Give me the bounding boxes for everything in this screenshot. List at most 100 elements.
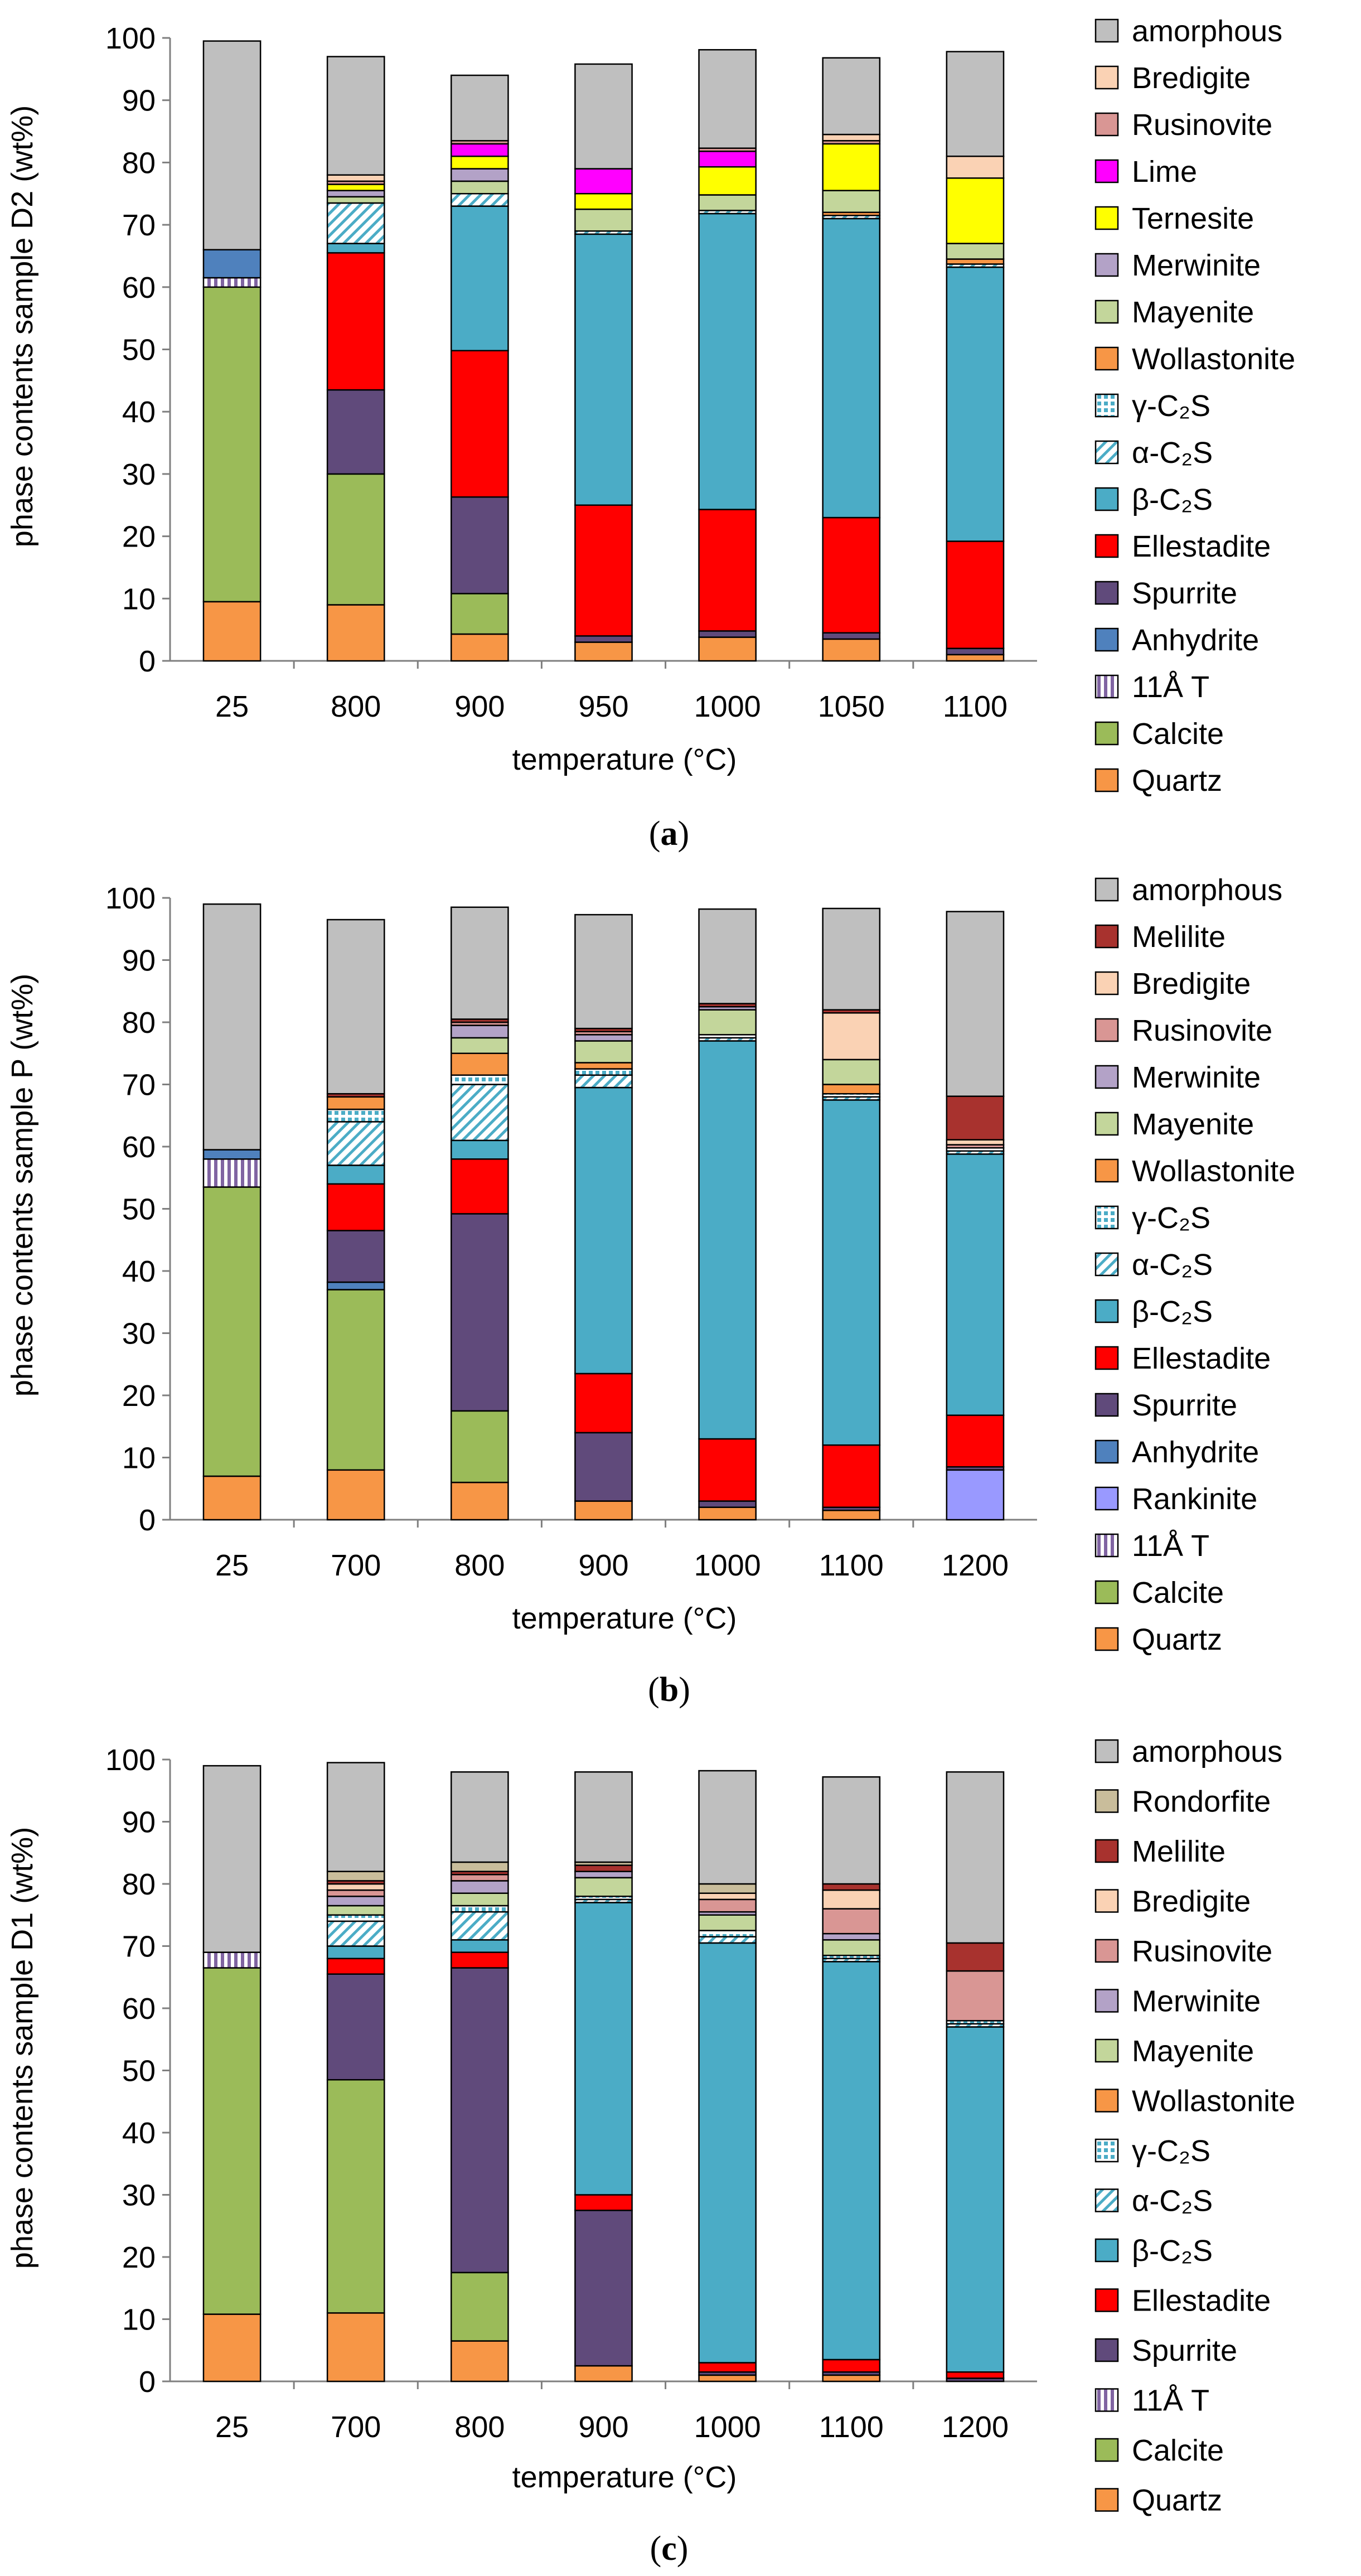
bar-segment-quartz-25 [202,1475,261,1521]
legend-swatch [1094,253,1119,277]
bar-segment-spurrite-800 [326,389,385,475]
x-axis-label: temperature (°C) [512,1602,737,1635]
y-tick-label: 80 [122,146,156,180]
x-tick-label: 1100 [943,690,1008,723]
x-tick-label: 800 [454,2410,505,2444]
legend-label: amorphous [1132,873,1282,907]
legend-label: Mayenite [1132,1108,1254,1141]
bar-segment-merwinite-800 [451,1880,509,1894]
bar-segment-spurrite-1050 [822,632,881,640]
legend-label: α-C₂S [1132,2184,1213,2218]
bar-segment--c-s-1100 [822,1961,881,2361]
legend-swatch [1094,65,1119,90]
x-tick-label: 1000 [694,690,761,723]
legend-label: β-C₂S [1132,2234,1213,2268]
legend-label: Mayenite [1132,296,1254,329]
legend-swatch [1094,1580,1119,1604]
bar-segment-merwinite-700 [326,1896,385,1907]
bar-segment-quartz-950 [574,641,633,662]
bar-segment--c-s-700 [326,1914,385,1922]
x-tick-label: 1050 [818,690,885,723]
y-tick-label: 40 [122,2116,156,2150]
y-axis-label: phase contents sample D1 (wt%) [6,1827,39,2269]
bar-segment-calcite-900 [451,593,509,635]
bar-segment-amorphous-700 [326,919,385,1095]
chart-panel-a: phase contents sample D2 (wt%) temperatu… [6,15,1295,853]
legend-label: Ternesite [1132,202,1254,235]
bar-segment-merwinite-900 [574,1034,633,1042]
y-tick-label: 50 [122,334,156,367]
bar-segment-ellestadite-1000 [698,509,757,632]
bar-segment-amorphous-900 [574,914,633,1030]
bar-segment-calcite-700 [326,1289,385,1471]
legend-swatch [1094,112,1119,137]
x-tick-label: 25 [215,690,249,723]
legend-label: γ-C₂S [1132,2134,1210,2168]
bar-segment-calcite-700 [326,2079,385,2314]
bar-segment-amorphous-800 [326,56,385,176]
legend-swatch [1094,2089,1119,2113]
y-tick-label: 80 [122,1006,156,1040]
bar-segment--c-s-700 [326,1920,385,1947]
legend-label: Bredigite [1132,61,1251,95]
legend-swatch [1094,1486,1119,1511]
bar-segment-mayenite-1100 [946,243,1005,260]
bar-segment-bredigite-1100 [822,1012,881,1061]
bar-segment-quartz-800 [326,604,385,662]
bar-segment-melilite-900 [574,1864,633,1872]
x-tick-label: 25 [215,1549,249,1582]
legend-label: Anhydrite [1132,1436,1259,1469]
legend-swatch [1094,674,1119,699]
bar-segment-ternesite-950 [574,193,633,210]
bar-segment--c-s-700 [326,1121,385,1166]
legend-swatch [1094,1989,1119,2013]
bar-segment-amorphous-800 [451,1771,509,1863]
bar-segment-ellestadite-1200 [946,1414,1005,1468]
x-tick-label: 900 [578,2410,628,2444]
x-tick-label: 1100 [819,2410,884,2444]
bar-segment-ellestadite-700 [326,1958,385,1975]
bar-segment-rusinovite-1100 [822,1908,881,1935]
bar-segment-amorphous-800 [451,906,509,1020]
bar-segment-anhydrite-25 [202,249,261,279]
legend-label: Rusinovite [1132,1935,1272,1968]
y-tick-label: 90 [122,944,156,978]
bar-segment--c-s-700 [326,1945,385,1960]
legend-label: Calcite [1132,717,1224,751]
bar-segment-amorphous-25 [202,1765,261,1953]
bar-segment--c-s-800 [451,1074,509,1085]
y-tick-label: 40 [122,395,156,429]
legend-label: Bredigite [1132,967,1251,1001]
bar-segment-quartz-700 [326,1469,385,1521]
legend-swatch [1094,1739,1119,1763]
bar-segment-wollastonite-700 [326,1096,385,1110]
bar-segment--c-s-800 [451,1939,509,1953]
bar-segment-amorphous-1000 [698,1770,757,1885]
x-tick-label: 1200 [942,1549,1009,1582]
legend-swatch [1094,1346,1119,1370]
y-tick-label: 50 [122,1193,156,1226]
x-tick-label: 25 [215,2410,249,2444]
legend-label: 11Å T [1132,1529,1209,1563]
legend-label: Calcite [1132,1576,1224,1610]
bar-segment-merwinite-1100 [822,1932,881,1941]
bar-segment-mayenite-800 [451,1037,509,1054]
panel-caption-b: (b) [648,1671,690,1709]
legend-swatch [1094,487,1119,511]
legend-swatch [1094,1789,1119,1813]
y-tick-label: 30 [122,2179,156,2212]
bar-segment-ellestadite-1050 [822,516,881,634]
bar-segment--c-s-1000 [698,1930,757,1938]
legend-swatch [1094,1393,1119,1417]
bar-segment-bredigite-1100 [946,155,1005,179]
bar-segment--c-s-1000 [698,1936,757,1944]
legend-label: Anhydrite [1132,624,1259,657]
bar-segment--c-s-900 [574,1902,633,2196]
bar-segment-calcite-25 [202,286,261,603]
y-tick-label: 20 [122,1379,156,1413]
bar-segment-wollastonite-900 [574,1062,633,1070]
bar-segment--c-s-900 [574,1068,633,1076]
legend-label: Quartz [1132,764,1222,798]
bar-segment-mayenite-950 [574,208,633,232]
